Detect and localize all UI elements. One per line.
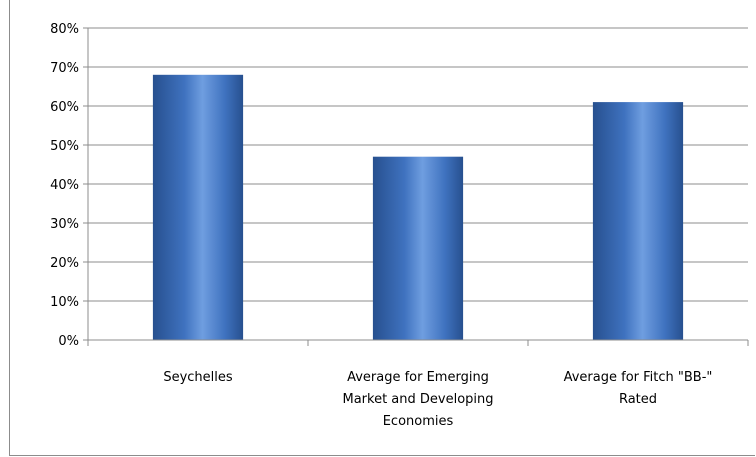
- bar: [152, 74, 244, 341]
- y-tick-label: 40%: [50, 178, 79, 193]
- labels: 0% 10% 20% 30% 40% 50% 60% 70% 80% Seychelles Aver…: [50, 22, 712, 429]
- y-tick-label: 0%: [58, 334, 79, 349]
- category-label: Average for Fitch "BB-" Rated: [564, 370, 713, 407]
- y-tick-label: 10%: [50, 295, 79, 310]
- category-label: Seychelles: [163, 370, 233, 385]
- category-label: Average for Emerging Market and Developin…: [342, 370, 493, 429]
- y-tick-label: 60%: [50, 100, 79, 115]
- y-tick-label: 50%: [50, 139, 79, 154]
- bar: [372, 156, 464, 340]
- bar: [592, 102, 684, 340]
- axes: [83, 27, 749, 346]
- y-tick-label: 20%: [50, 256, 79, 271]
- y-tick-label: 70%: [50, 61, 79, 76]
- bars: [152, 74, 684, 341]
- y-tick-label: 30%: [50, 217, 79, 232]
- y-tick-label: 80%: [50, 22, 79, 37]
- chart-frame: [9, 0, 755, 456]
